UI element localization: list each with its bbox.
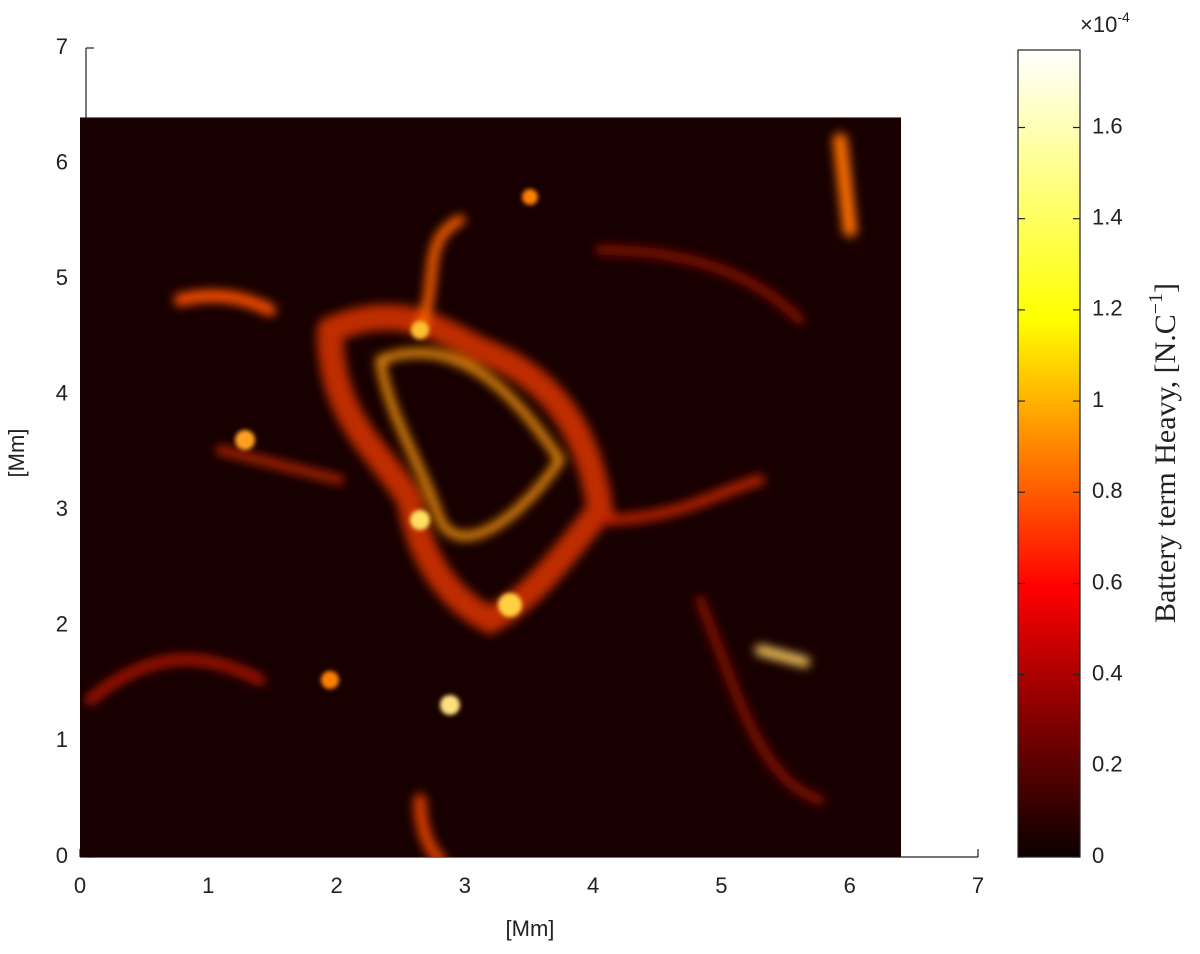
y-tick-label: 3 xyxy=(56,496,68,521)
y-axis-label: [Mm] xyxy=(4,429,29,478)
colorbar-tick-label: 1.2 xyxy=(1092,296,1123,321)
heatmap-texture xyxy=(85,133,857,858)
colorbar-label-text: Battery term Heavy, [N.C xyxy=(1149,314,1182,623)
colorbar xyxy=(1017,49,1081,858)
colorbar-tick-label: 0.6 xyxy=(1092,569,1123,594)
x-tick-label: 0 xyxy=(74,873,86,898)
y-tick-label: 6 xyxy=(56,149,68,174)
y-tick-label: 5 xyxy=(56,265,68,290)
colorbar-tick-label: 0 xyxy=(1092,843,1104,868)
colorbar-tick-label: 0.8 xyxy=(1092,478,1123,503)
colorbar-tick-label: 1.6 xyxy=(1092,113,1123,138)
heatmap-image xyxy=(80,117,902,858)
x-tick-label: 6 xyxy=(844,873,856,898)
colorbar-tick-label: 1 xyxy=(1092,387,1104,412)
y-tick-label: 4 xyxy=(56,381,68,406)
heatmap-background xyxy=(80,117,902,858)
colorbar-tick-label: 1.4 xyxy=(1092,205,1123,230)
x-axis-label: [Mm] xyxy=(506,916,555,941)
heatmap-hotspots xyxy=(235,189,538,715)
colorbar-label-close: ] xyxy=(1149,283,1182,293)
colorbar-tick-label: 0.4 xyxy=(1092,660,1123,685)
y-tick-label: 0 xyxy=(56,843,68,868)
colorbar-label: Battery term Heavy, [N.C−1] xyxy=(1145,283,1182,623)
multiplier-base: ×10 xyxy=(1080,12,1117,37)
y-tick-label: 1 xyxy=(56,727,68,752)
y-tick-label: 2 xyxy=(56,612,68,637)
x-tick-label: 5 xyxy=(715,873,727,898)
x-tick-label: 4 xyxy=(587,873,599,898)
colorbar-tick-label: 0.2 xyxy=(1092,752,1123,777)
x-tick-label: 7 xyxy=(972,873,984,898)
x-tick-label: 1 xyxy=(202,873,214,898)
colorbar-multiplier: ×10-4 xyxy=(1080,9,1130,37)
y-tick-label: 7 xyxy=(56,34,68,59)
x-tick-label: 2 xyxy=(330,873,342,898)
multiplier-exponent: -4 xyxy=(1117,9,1130,25)
colorbar-label-exponent: −1 xyxy=(1145,293,1167,314)
x-tick-label: 3 xyxy=(459,873,471,898)
